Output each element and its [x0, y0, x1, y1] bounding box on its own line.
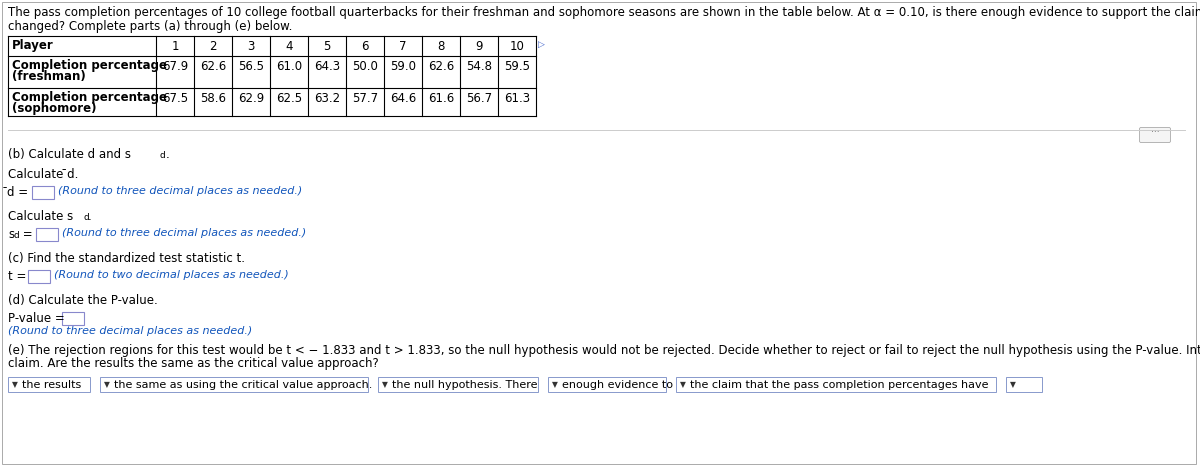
Text: 67.5: 67.5	[162, 92, 188, 104]
Text: (b) Calculate d and s: (b) Calculate d and s	[8, 148, 131, 161]
Text: 61.3: 61.3	[504, 92, 530, 104]
Bar	[32, 186, 54, 199]
Text: 63.2: 63.2	[314, 92, 340, 104]
Text: changed? Complete parts (a) through (e) below.: changed? Complete parts (a) through (e) …	[8, 20, 293, 33]
Text: ...: ...	[1151, 124, 1159, 133]
Text: 50.0: 50.0	[352, 59, 378, 73]
Text: 62.9: 62.9	[238, 92, 264, 104]
Bar	[378, 377, 538, 392]
Text: 10: 10	[510, 40, 524, 53]
Text: (Round to three decimal places as needed.): (Round to three decimal places as needed…	[8, 326, 252, 336]
Text: the null hypothesis. There: the null hypothesis. There	[392, 380, 538, 389]
Text: 67.9: 67.9	[162, 59, 188, 73]
Text: 59.0: 59.0	[390, 59, 416, 73]
Text: .: .	[166, 148, 169, 161]
Bar	[676, 377, 996, 392]
Bar	[100, 377, 368, 392]
Bar	[36, 228, 58, 241]
Text: 62.5: 62.5	[276, 92, 302, 104]
Text: ▼: ▼	[680, 380, 686, 389]
Text: t =: t =	[8, 270, 26, 283]
Text: 61.6: 61.6	[428, 92, 454, 104]
Text: Calculate s: Calculate s	[8, 210, 73, 223]
Text: Completion percentage: Completion percentage	[12, 59, 167, 72]
Text: 7: 7	[400, 40, 407, 53]
Text: Player: Player	[12, 39, 54, 52]
Text: (c) Find the standardized test statistic t.: (c) Find the standardized test statistic…	[8, 252, 245, 265]
Text: (freshman): (freshman)	[12, 70, 85, 83]
Text: The pass completion percentages of 10 college football quarterbacks for their fr: The pass completion percentages of 10 co…	[8, 6, 1200, 19]
Text: ▼: ▼	[552, 380, 558, 389]
Text: 62.6: 62.6	[428, 59, 454, 73]
Text: .: .	[88, 210, 91, 223]
Bar	[8, 377, 90, 392]
Text: Completion percentage: Completion percentage	[12, 91, 167, 104]
Text: (e) The rejection regions for this test would be t < − 1.833 and t > 1.833, so t: (e) The rejection regions for this test …	[8, 344, 1200, 357]
Text: ▼: ▼	[104, 380, 110, 389]
Text: s: s	[8, 228, 14, 241]
Text: claim. Are the results the same as the critical value approach?: claim. Are the results the same as the c…	[8, 357, 379, 370]
Bar	[1006, 377, 1042, 392]
Bar	[548, 377, 666, 392]
Text: (Round to three decimal places as needed.): (Round to three decimal places as needed…	[58, 186, 302, 196]
Text: d: d	[14, 231, 19, 240]
Text: (Round to three decimal places as needed.): (Round to three decimal places as needed…	[62, 228, 306, 238]
Text: ̄d =: ̄d =	[8, 186, 29, 199]
Text: the claim that the pass completion percentages have: the claim that the pass completion perce…	[690, 380, 989, 389]
Text: =: =	[19, 228, 32, 241]
Text: 56.5: 56.5	[238, 59, 264, 73]
Text: 64.3: 64.3	[314, 59, 340, 73]
Text: (Round to two decimal places as needed.): (Round to two decimal places as needed.)	[54, 270, 289, 280]
Text: 3: 3	[247, 40, 254, 53]
Text: 62.6: 62.6	[200, 59, 226, 73]
Bar	[62, 312, 84, 325]
Text: 56.7: 56.7	[466, 92, 492, 104]
Text: 58.6: 58.6	[200, 92, 226, 104]
Text: 59.5: 59.5	[504, 59, 530, 73]
Text: the results: the results	[22, 380, 82, 389]
Text: d: d	[160, 151, 166, 160]
Text: 1: 1	[172, 40, 179, 53]
Text: ▼: ▼	[382, 380, 388, 389]
Text: 61.0: 61.0	[276, 59, 302, 73]
Text: 9: 9	[475, 40, 482, 53]
Text: d: d	[83, 213, 89, 222]
Text: 57.7: 57.7	[352, 92, 378, 104]
Text: (d) Calculate the P-value.: (d) Calculate the P-value.	[8, 294, 157, 307]
Text: ▼: ▼	[1010, 380, 1016, 389]
Text: ▷: ▷	[538, 40, 545, 49]
Text: 5: 5	[323, 40, 331, 53]
Text: 54.8: 54.8	[466, 59, 492, 73]
FancyBboxPatch shape	[1140, 127, 1170, 142]
Bar	[28, 270, 50, 283]
Text: (sophomore): (sophomore)	[12, 102, 96, 115]
Text: the same as using the critical value approach.: the same as using the critical value app…	[114, 380, 372, 389]
Text: 6: 6	[361, 40, 368, 53]
Text: 64.6: 64.6	[390, 92, 416, 104]
Text: 2: 2	[209, 40, 217, 53]
Text: 8: 8	[437, 40, 445, 53]
Text: 4: 4	[286, 40, 293, 53]
Text: P-value =: P-value =	[8, 312, 65, 325]
Text: Calculate ̄d.: Calculate ̄d.	[8, 168, 78, 181]
Text: ▼: ▼	[12, 380, 18, 389]
Text: enough evidence to: enough evidence to	[562, 380, 673, 389]
